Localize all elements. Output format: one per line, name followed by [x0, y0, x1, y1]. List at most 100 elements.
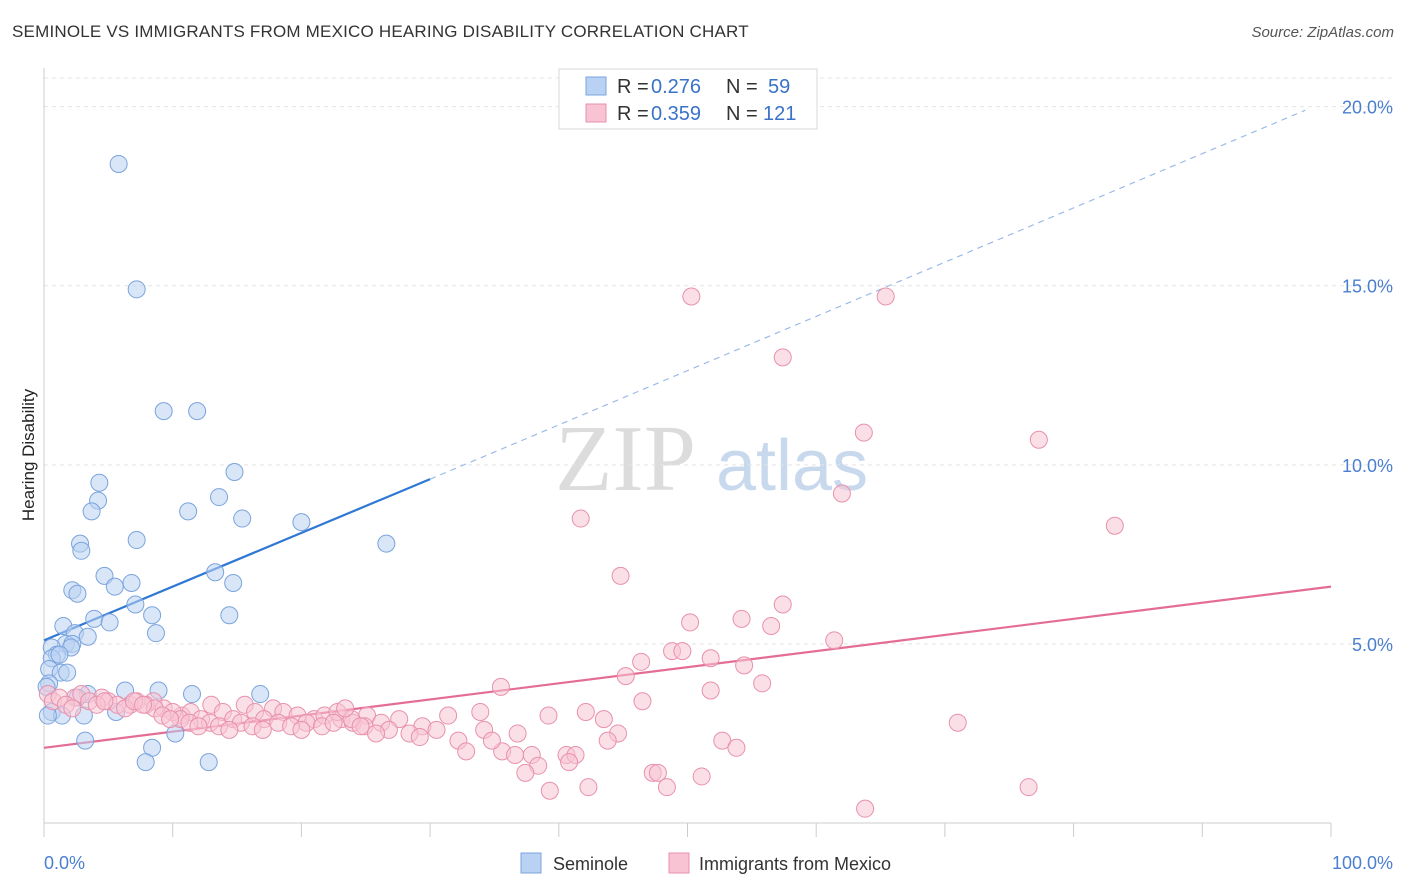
seminole-point	[82, 502, 101, 521]
mexico-point	[735, 656, 754, 675]
mexico-point	[1029, 430, 1048, 449]
bottom-legend-label-seminole: Seminole	[553, 854, 628, 874]
seminole-point	[122, 574, 141, 593]
mexico-point	[579, 778, 598, 797]
legend-n-label-mexico: N =	[726, 103, 758, 125]
seminole-point	[90, 473, 109, 492]
mexico-point	[439, 706, 458, 725]
legend-r-value-mexico: 0.359	[651, 103, 701, 125]
legend: R = 0.276 N = 59 R = 0.359 N = 121	[558, 68, 818, 130]
seminole-point	[72, 541, 91, 560]
data-points	[37, 154, 1124, 818]
mexico-point	[681, 613, 700, 632]
seminole-point	[179, 502, 198, 521]
gridlines	[44, 77, 1393, 645]
mexico-point	[773, 595, 792, 614]
seminole-point	[127, 531, 146, 550]
mexico-point	[594, 710, 613, 729]
mexico-point	[598, 731, 617, 750]
mexico-point	[410, 728, 429, 747]
mexico-point	[616, 667, 635, 686]
seminole-point	[68, 584, 87, 603]
bottom-legend-label-mexico: Immigrants from Mexico	[699, 854, 891, 874]
mexico-point	[648, 763, 667, 782]
mexico-point	[611, 566, 630, 585]
legend-n-label-seminole: N =	[726, 76, 758, 98]
seminole-point	[188, 402, 207, 421]
seminole-point	[154, 402, 173, 421]
seminole-point	[146, 624, 165, 643]
mexico-point	[95, 692, 114, 711]
mexico-point	[762, 617, 781, 636]
legend-n-value-seminole: 59	[768, 76, 790, 98]
mexico-point	[753, 674, 772, 693]
seminole-point	[220, 606, 239, 625]
mexico-point	[701, 681, 720, 700]
mexico-point	[134, 695, 153, 714]
mexico-point	[506, 745, 525, 764]
bottom-legend: Seminole Immigrants from Mexico	[520, 852, 891, 874]
seminole-point	[233, 509, 252, 528]
mexico-point	[539, 706, 558, 725]
seminole-point	[225, 462, 244, 481]
mexico-point	[948, 713, 967, 732]
seminole-point	[85, 609, 104, 628]
seminole-point	[143, 606, 162, 625]
x-tick-label: 0.0%	[44, 853, 85, 873]
mexico-point	[292, 720, 311, 739]
seminole-point	[210, 488, 229, 507]
mexico-point	[508, 724, 527, 743]
mexico-point	[427, 720, 446, 739]
mexico-point	[576, 702, 595, 721]
mexico-point	[692, 767, 711, 786]
mexico-point	[773, 348, 792, 367]
mexico-point	[876, 287, 895, 306]
mexico-point	[457, 742, 476, 761]
seminole-point	[109, 154, 128, 173]
mexico-point	[253, 720, 272, 739]
legend-swatch-mexico	[585, 103, 607, 123]
seminole-point	[377, 534, 396, 553]
mexico-point	[732, 609, 751, 628]
y-axis-label: Hearing Disability	[19, 388, 38, 521]
chart-title: SEMINOLE VS IMMIGRANTS FROM MEXICO HEARI…	[12, 22, 749, 41]
mexico-point	[367, 724, 386, 743]
mexico-point	[63, 699, 82, 718]
y-tick-label: 10.0%	[1342, 456, 1393, 476]
mexico-point	[324, 713, 343, 732]
mexico-point	[161, 710, 180, 729]
mexico-point	[856, 799, 875, 818]
seminole-point	[251, 685, 270, 704]
watermark-zip: ZIP	[555, 407, 696, 511]
mexico-point	[471, 702, 490, 721]
mexico-point	[571, 509, 590, 528]
legend-r-label-seminole: R =	[617, 76, 649, 98]
seminole-point	[78, 627, 97, 646]
mexico-point	[682, 287, 701, 306]
seminole-point	[127, 280, 146, 299]
seminole-point	[58, 663, 77, 682]
mexico-point	[560, 753, 579, 772]
bottom-legend-swatch-mexico	[668, 852, 690, 874]
mexico-point	[727, 738, 746, 757]
chart-source: Source: ZipAtlas.com	[1251, 24, 1394, 41]
mexico-point	[220, 720, 239, 739]
seminole-trend-line	[43, 478, 431, 642]
mexico-point	[351, 717, 370, 736]
mexico-point	[825, 631, 844, 650]
mexico-point	[633, 692, 652, 711]
x-tick-label: 100.0%	[1332, 853, 1393, 873]
seminole-point	[76, 731, 95, 750]
mexico-point	[540, 781, 559, 800]
mexico-point	[491, 677, 510, 696]
seminole-point	[136, 753, 155, 772]
mexico-point	[832, 484, 851, 503]
legend-n-value-mexico: 121	[763, 103, 796, 125]
bottom-legend-swatch-seminole	[520, 852, 542, 874]
mexico-point	[632, 652, 651, 671]
seminole-trend-extension	[429, 109, 1306, 480]
seminole-point	[199, 753, 218, 772]
mexico-point	[336, 699, 355, 718]
legend-r-label-mexico: R =	[617, 103, 649, 125]
